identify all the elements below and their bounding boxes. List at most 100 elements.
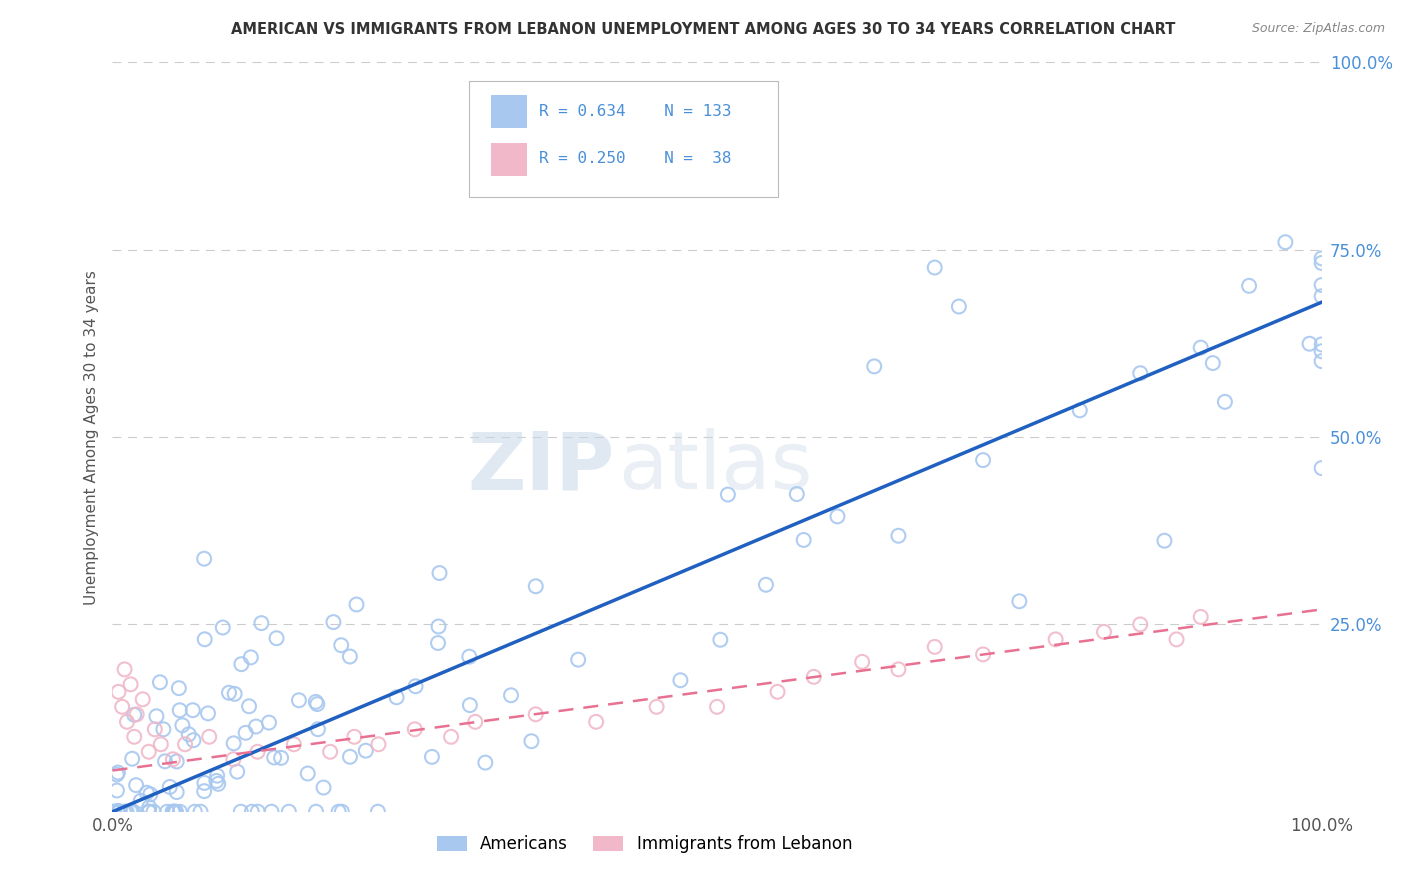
- Point: [125, 707, 148, 722]
- Point: [1310, 289, 1333, 303]
- Point: [385, 690, 408, 705]
- Point: [222, 752, 245, 766]
- Point: [115, 805, 138, 819]
- Point: [330, 805, 353, 819]
- Point: [260, 805, 283, 819]
- Point: [339, 749, 361, 764]
- Point: [948, 300, 970, 314]
- Point: [152, 723, 174, 737]
- Point: [122, 730, 145, 744]
- Point: [322, 615, 344, 629]
- Point: [924, 260, 946, 275]
- Point: [169, 805, 191, 819]
- Text: R = 0.250    N =  38: R = 0.250 N = 38: [540, 151, 731, 166]
- Point: [1189, 341, 1212, 355]
- Point: [887, 529, 910, 543]
- Text: AMERICAN VS IMMIGRANTS FROM LEBANON UNEMPLOYMENT AMONG AGES 30 TO 34 YEARS CORRE: AMERICAN VS IMMIGRANTS FROM LEBANON UNEM…: [231, 22, 1175, 37]
- Point: [427, 619, 450, 633]
- Point: [354, 744, 377, 758]
- Point: [121, 752, 143, 766]
- Point: [330, 638, 353, 652]
- Point: [1298, 336, 1320, 351]
- Point: [1166, 632, 1188, 647]
- Point: [863, 359, 886, 374]
- Legend: Americans, Immigrants from Lebanon: Americans, Immigrants from Lebanon: [430, 829, 859, 860]
- Point: [108, 805, 131, 819]
- Point: [183, 733, 205, 747]
- Point: [224, 687, 246, 701]
- Point: [1213, 394, 1236, 409]
- Point: [1189, 610, 1212, 624]
- Point: [105, 767, 128, 781]
- Point: [120, 805, 142, 819]
- Point: [786, 487, 808, 501]
- Point: [474, 756, 496, 770]
- Point: [283, 737, 305, 751]
- Point: [138, 745, 160, 759]
- Point: [129, 794, 152, 808]
- Point: [156, 805, 179, 819]
- Point: [1153, 533, 1175, 548]
- Point: [114, 805, 136, 819]
- Point: [142, 805, 165, 819]
- Point: [297, 766, 319, 780]
- Point: [122, 805, 145, 819]
- Text: R = 0.634    N = 133: R = 0.634 N = 133: [540, 103, 731, 119]
- Point: [166, 755, 188, 769]
- Point: [305, 805, 328, 819]
- Point: [319, 745, 342, 759]
- Point: [177, 727, 200, 741]
- Point: [339, 649, 361, 664]
- Point: [709, 632, 731, 647]
- Point: [193, 784, 215, 798]
- Point: [524, 707, 547, 722]
- Point: [229, 805, 252, 819]
- Point: [972, 648, 994, 662]
- Point: [305, 695, 328, 709]
- Point: [184, 805, 207, 819]
- Point: [851, 655, 873, 669]
- Point: [167, 681, 190, 695]
- Point: [343, 730, 366, 744]
- Point: [1310, 278, 1333, 293]
- Point: [149, 737, 172, 751]
- Point: [1274, 235, 1296, 249]
- Point: [193, 551, 215, 566]
- Point: [115, 714, 138, 729]
- Point: [645, 699, 668, 714]
- Point: [257, 715, 280, 730]
- Point: [1310, 252, 1333, 266]
- Point: [139, 788, 162, 802]
- Point: [312, 780, 335, 795]
- Text: Source: ZipAtlas.com: Source: ZipAtlas.com: [1251, 22, 1385, 36]
- Point: [246, 745, 269, 759]
- Point: [235, 726, 257, 740]
- Point: [328, 805, 350, 819]
- Point: [288, 693, 311, 707]
- Point: [245, 719, 267, 733]
- Point: [1310, 354, 1333, 368]
- Point: [1310, 256, 1333, 270]
- Point: [135, 786, 157, 800]
- Point: [231, 657, 253, 672]
- Point: [464, 714, 486, 729]
- Point: [103, 805, 125, 819]
- Point: [404, 723, 426, 737]
- Point: [1008, 594, 1031, 608]
- Point: [520, 734, 543, 748]
- Point: [143, 723, 166, 737]
- Point: [149, 675, 172, 690]
- Point: [159, 780, 181, 794]
- Point: [717, 487, 740, 501]
- Point: [307, 697, 329, 711]
- Point: [240, 805, 263, 819]
- Point: [107, 765, 129, 780]
- Text: ZIP: ZIP: [467, 428, 614, 506]
- Point: [1310, 461, 1333, 475]
- Point: [138, 805, 160, 819]
- Point: [277, 805, 299, 819]
- Point: [1310, 344, 1333, 359]
- Point: [250, 616, 273, 631]
- Point: [585, 714, 607, 729]
- Point: [440, 730, 463, 744]
